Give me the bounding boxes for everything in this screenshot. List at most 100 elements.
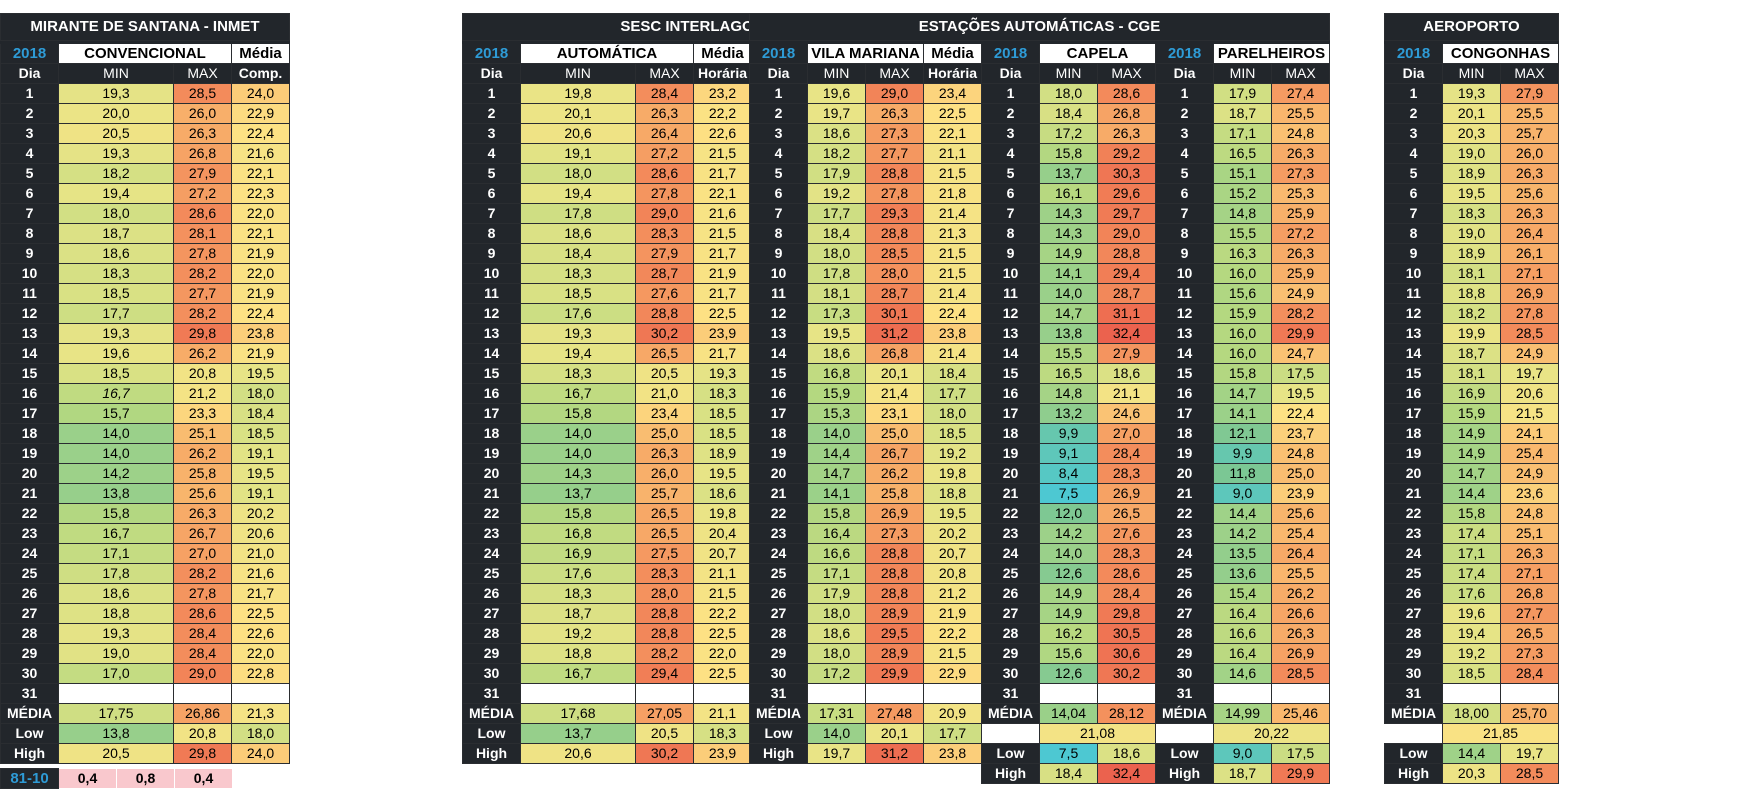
max-value: 25,1 — [1500, 523, 1559, 544]
min-value: 19,4 — [1442, 623, 1501, 644]
max-value: 30,2 — [1097, 663, 1156, 684]
day-number: 2 — [1384, 103, 1443, 124]
max-value: 30,5 — [1097, 623, 1156, 644]
high-label: High — [749, 743, 808, 764]
high-value: 18,4 — [1039, 763, 1098, 784]
low-label: Low — [749, 723, 808, 744]
avg-value: 18,6 — [693, 483, 752, 504]
max-value: 26,2 — [865, 463, 924, 484]
day-number: 18 — [981, 423, 1040, 444]
footer-anomaly-row: 81-10 0,4 0,8 0,4 — [0, 768, 233, 789]
day-row: 6 19,4 27,2 22,3 — [0, 183, 290, 204]
day-number: 6 — [0, 183, 59, 204]
min-value: 14,6 — [1213, 663, 1272, 684]
day-number: 12 — [749, 303, 808, 324]
day-number: 28 — [462, 623, 521, 644]
station-group-0: MIRANTE DE SANTANA - INMET 2018 CONVENCION… — [0, 13, 290, 764]
min-value: 17,7 — [58, 303, 174, 324]
day-number: 20 — [1155, 463, 1214, 484]
day-number: 12 — [1155, 303, 1214, 324]
min-value: 16,6 — [807, 543, 866, 564]
max-value: 23,3 — [173, 403, 232, 424]
max-value: 28,9 — [865, 643, 924, 664]
min-value: 16,5 — [1039, 363, 1098, 384]
max-value: 21,0 — [635, 383, 694, 404]
avg-value: 22,8 — [231, 663, 290, 684]
day-row: 8 18,7 28,1 22,1 — [0, 223, 290, 244]
high-value: 18,7 — [1213, 763, 1272, 784]
min-value: 19,3 — [58, 143, 174, 164]
media-value: 21,1 — [693, 703, 752, 724]
min-value: 18,6 — [807, 343, 866, 364]
max-value: 28,5 — [1271, 663, 1330, 684]
high-row: High 19,7 31,2 23,8 Low 7,5 18,6 Low 9,0 17,5 — [749, 743, 1330, 764]
day-number: 29 — [749, 643, 808, 664]
max-value: 27,8 — [1500, 303, 1559, 324]
avg-value: 21,4 — [923, 203, 982, 224]
max-value: 29,9 — [865, 663, 924, 684]
max-value: 25,3 — [1271, 183, 1330, 204]
day-row: 9 18,0 28,5 21,5 9 14,9 28,8 9 16,3 26,3 — [749, 243, 1330, 264]
max-value: 26,3 — [1500, 203, 1559, 224]
min-value: 15,8 — [1442, 503, 1501, 524]
day-number: 9 — [981, 243, 1040, 264]
day-number: 12 — [462, 303, 521, 324]
max-value: 26,9 — [1271, 643, 1330, 664]
day-number: 7 — [981, 203, 1040, 224]
avg-value: 22,1 — [693, 183, 752, 204]
min-value: 19,4 — [520, 183, 636, 204]
min-value: 15,8 — [807, 503, 866, 524]
max-value: 25,5 — [1500, 103, 1559, 124]
max-value: 27,3 — [865, 523, 924, 544]
day-row: 5 18,2 27,9 22,1 — [0, 163, 290, 184]
min-value: 18,2 — [807, 143, 866, 164]
min-value: 19,6 — [807, 83, 866, 104]
day-column-header: Dia — [1155, 63, 1214, 84]
max-value: 26,6 — [1271, 603, 1330, 624]
avg-value: 18,4 — [231, 403, 290, 424]
max-value: 29,9 — [1271, 323, 1330, 344]
max-value: 26,1 — [1500, 243, 1559, 264]
min-value: 18,6 — [807, 123, 866, 144]
max-value: 25,7 — [1500, 123, 1559, 144]
min-value: 17,6 — [520, 303, 636, 324]
day-number: 3 — [981, 123, 1040, 144]
min-value: 15,8 — [520, 403, 636, 424]
max-value: 28,0 — [865, 263, 924, 284]
day-row: 17 15,9 21,5 — [1384, 403, 1559, 424]
min-value: 18,5 — [1442, 663, 1501, 684]
day-number: 18 — [0, 423, 59, 444]
max-value: 27,1 — [1500, 563, 1559, 584]
day-number: 20 — [981, 463, 1040, 484]
min-value: 17,1 — [1213, 123, 1272, 144]
day-number: 19 — [1384, 443, 1443, 464]
min-value: 20,3 — [1442, 123, 1501, 144]
year-header: 2018 — [1155, 43, 1214, 64]
day-number: 16 — [749, 383, 808, 404]
day-number: 18 — [749, 423, 808, 444]
max-value: 27,2 — [173, 183, 232, 204]
high-value: 23,9 — [693, 743, 752, 764]
max-value: 26,4 — [635, 123, 694, 144]
high-value: 29,8 — [173, 743, 232, 764]
day-row: 21 14,1 25,8 18,8 21 7,5 26,9 21 9,0 23,9 — [749, 483, 1330, 504]
media-value: 21,3 — [231, 703, 290, 724]
day-number: 23 — [749, 523, 808, 544]
min-value: 12,6 — [1039, 663, 1098, 684]
min-value: 17,2 — [807, 663, 866, 684]
max-value: 26,8 — [173, 143, 232, 164]
day-row: 8 19,0 26,4 — [1384, 223, 1559, 244]
max-value: 26,8 — [1500, 583, 1559, 604]
max-value: 26,8 — [1097, 103, 1156, 124]
max-value: 17,5 — [1271, 363, 1330, 384]
min-value: 14,9 — [1442, 423, 1501, 444]
avg-value: 21,5 — [693, 583, 752, 604]
min-value: 15,7 — [58, 403, 174, 424]
avg-value: 21,9 — [231, 283, 290, 304]
day-number: 13 — [0, 323, 59, 344]
gap-cell — [981, 723, 1040, 744]
day-number: 27 — [749, 603, 808, 624]
max-value: 24,7 — [1271, 343, 1330, 364]
day-number: 7 — [749, 203, 808, 224]
min-value: 14,2 — [1213, 523, 1272, 544]
